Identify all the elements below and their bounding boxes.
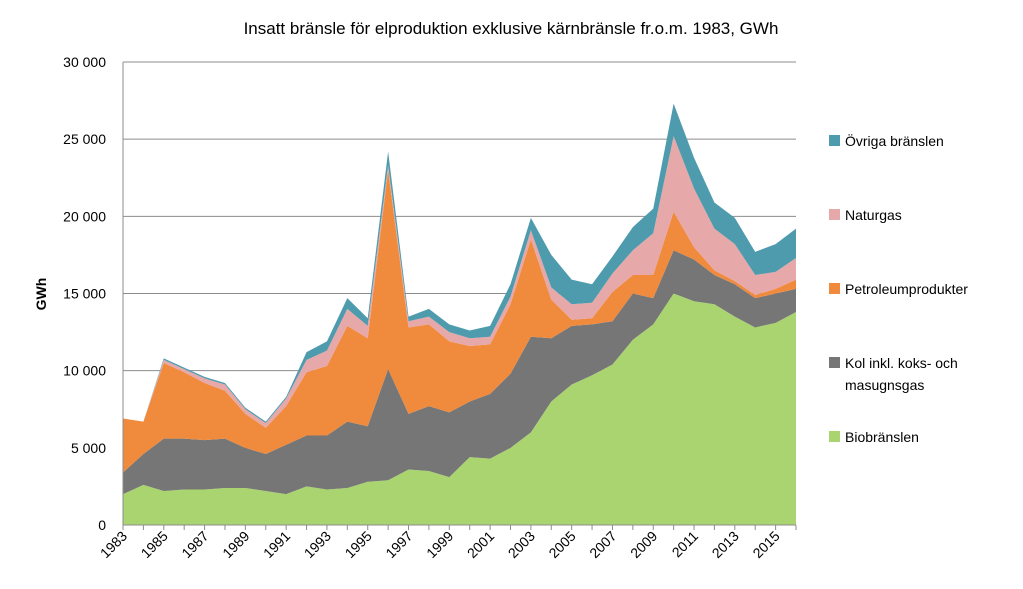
legend-swatch — [829, 209, 840, 220]
x-tick-label: 1991 — [260, 528, 293, 561]
axes — [122, 62, 797, 530]
y-tick-label: 30 000 — [63, 54, 106, 70]
y-axis-label: GWh — [33, 278, 49, 311]
x-tick-label: 1999 — [423, 528, 456, 561]
x-tick-label: 2005 — [545, 528, 578, 561]
y-tick-label: 25 000 — [63, 131, 106, 147]
legend: Övriga bränslen Naturgas Petroleumprodukte… — [829, 132, 968, 445]
y-tick-labels: 0 5 000 10 000 15 000 20 000 25 000 30 000 — [63, 54, 106, 533]
x-tick-label: 2009 — [627, 528, 660, 561]
y-tick-label: 10 000 — [63, 363, 106, 379]
legend-label: Biobränslen — [845, 429, 919, 445]
x-tick-label: 1985 — [138, 528, 171, 561]
x-tick-label: 2013 — [709, 528, 742, 561]
legend-swatch — [829, 135, 840, 146]
x-tick-label: 2015 — [749, 528, 782, 561]
x-tick-label: 2011 — [669, 528, 702, 561]
x-tick-label: 2007 — [586, 528, 619, 561]
legend-label: Naturgas — [845, 207, 902, 223]
legend-label: Kol inkl. koks- och masugnsgas — [845, 355, 958, 393]
y-tick-label: 20 000 — [63, 208, 106, 224]
x-tick-label: 1997 — [382, 528, 415, 561]
area-kol-inkl-koks-och-masugnsgas — [123, 250, 796, 495]
x-tick-label: 1987 — [178, 528, 211, 561]
legend-swatch — [829, 357, 840, 368]
legend-label: Petroleumprodukter — [845, 281, 968, 297]
y-tick-label: 5 000 — [71, 440, 106, 456]
x-tick-label: 2003 — [505, 528, 538, 561]
x-tick-labels: 1983 1985 1987 1989 1991 1993 1995 1997 1999 2001… — [97, 528, 783, 561]
x-tick-label: 2001 — [464, 528, 497, 561]
chart-title: Insatt bränsle för elproduktion exklusiv… — [244, 19, 779, 38]
y-tick-label: 15 000 — [63, 286, 106, 302]
area-series — [123, 103, 796, 525]
x-tick-label: 1989 — [219, 528, 252, 561]
y-tick-label: 0 — [98, 517, 106, 533]
x-tick-label: 1995 — [342, 528, 375, 561]
legend-swatch — [829, 431, 840, 442]
x-tick-label: 1993 — [301, 528, 334, 561]
area-biobranslen — [123, 293, 796, 525]
legend-swatch — [829, 283, 840, 294]
legend-label: Övriga bränslen — [845, 132, 944, 149]
